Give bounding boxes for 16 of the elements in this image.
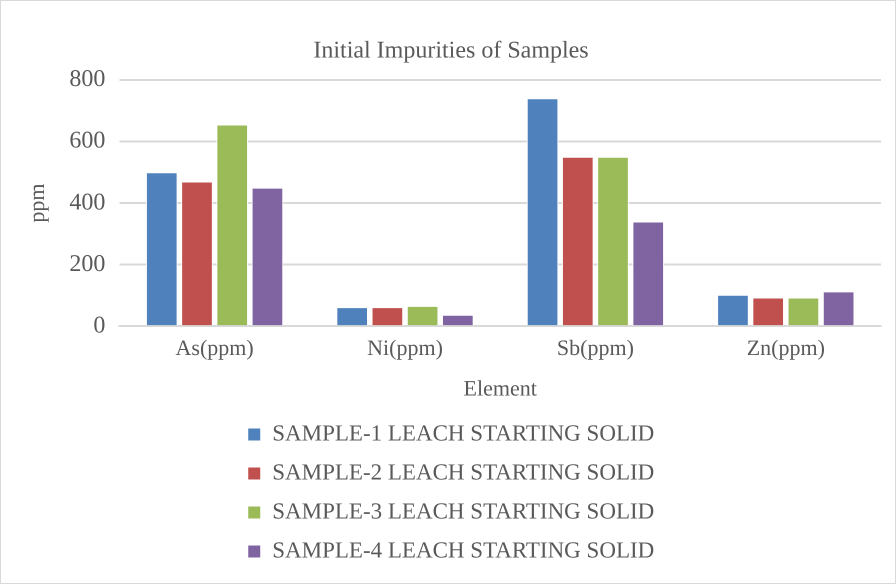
- legend-label: SAMPLE-4 LEACH STARTING SOLID: [272, 538, 654, 563]
- x-tick-label: As(ppm): [175, 335, 254, 360]
- x-tick-label: Sb(ppm): [556, 335, 634, 360]
- y-tick-label: 0: [93, 312, 106, 338]
- legend-label: SAMPLE-3 LEACH STARTING SOLID: [272, 498, 654, 524]
- x-axis-title: Element: [464, 376, 537, 401]
- x-tick-label: Zn(ppm): [746, 335, 825, 360]
- y-tick-label: 600: [69, 128, 106, 154]
- legend-label: SAMPLE-2 LEACH STARTING SOLID: [272, 460, 654, 485]
- x-tick-label: Ni(ppm): [367, 335, 443, 360]
- y-tick-label: 200: [69, 250, 106, 277]
- legend-label: SAMPLE-1 LEACH STARTING SOLID: [272, 420, 654, 446]
- y-axis-title: ppm: [24, 183, 49, 223]
- y-tick-label: 400: [69, 189, 106, 216]
- chart-title: Initial Impurities of Samples: [313, 38, 589, 64]
- y-tick-label: 800: [69, 66, 106, 92]
